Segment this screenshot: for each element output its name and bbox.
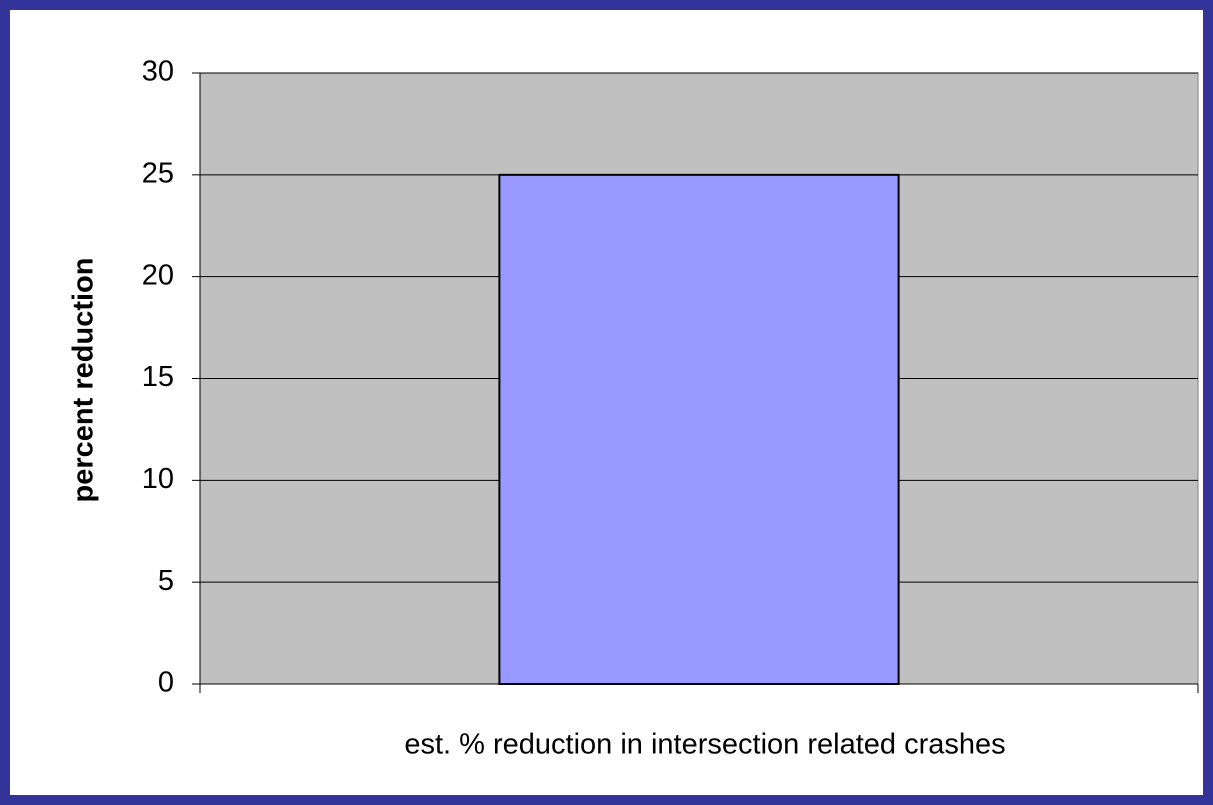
y-tick-label: 5 bbox=[158, 565, 174, 597]
y-tick-label: 20 bbox=[142, 259, 174, 291]
y-tick-label: 15 bbox=[142, 361, 174, 393]
y-tick-label: 30 bbox=[142, 56, 174, 88]
y-tick-label: 25 bbox=[142, 157, 174, 189]
y-tick-label: 10 bbox=[142, 463, 174, 495]
y-tick-label: 0 bbox=[158, 667, 174, 699]
y-axis-label: percent reduction bbox=[68, 258, 100, 503]
x-tick-label: est. % reduction in intersection related… bbox=[404, 729, 1005, 761]
bar bbox=[498, 173, 900, 685]
